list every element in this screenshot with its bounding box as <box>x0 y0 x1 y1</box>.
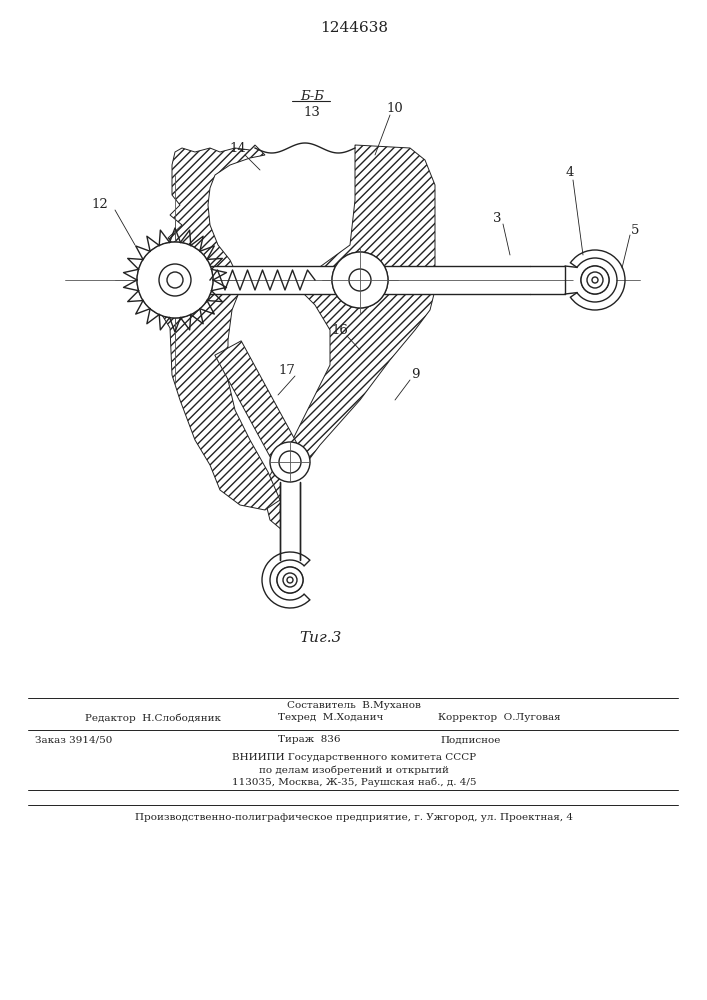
Circle shape <box>167 272 183 288</box>
Text: 9: 9 <box>411 368 419 381</box>
Text: 10: 10 <box>387 102 404 114</box>
Circle shape <box>270 442 310 482</box>
Circle shape <box>592 277 598 283</box>
Circle shape <box>587 272 603 288</box>
Bar <box>280 482 300 560</box>
Circle shape <box>332 252 388 308</box>
Text: 5: 5 <box>631 224 639 236</box>
Circle shape <box>277 567 303 593</box>
Polygon shape <box>162 145 280 510</box>
Circle shape <box>592 277 598 283</box>
Circle shape <box>587 272 603 288</box>
Text: 14: 14 <box>230 141 246 154</box>
Circle shape <box>277 567 303 593</box>
Circle shape <box>287 577 293 583</box>
Text: 3: 3 <box>493 212 501 225</box>
Text: 4: 4 <box>566 165 574 178</box>
Text: Редактор  Н.Слободяник: Редактор Н.Слободяник <box>85 713 221 723</box>
Circle shape <box>283 573 297 587</box>
Text: 1244638: 1244638 <box>320 21 388 35</box>
Text: Производственно-полиграфическое предприятие, г. Ужгород, ул. Проектная, 4: Производственно-полиграфическое предприя… <box>135 814 573 822</box>
Circle shape <box>283 573 297 587</box>
Text: Заказ 3914/50: Заказ 3914/50 <box>35 736 112 744</box>
Circle shape <box>349 269 371 291</box>
Text: Корректор  О.Луговая: Корректор О.Луговая <box>438 714 561 722</box>
Text: Составитель  В.Муханов: Составитель В.Муханов <box>287 702 421 710</box>
Text: 113035, Москва, Ж-35, Раушская наб., д. 4/5: 113035, Москва, Ж-35, Раушская наб., д. … <box>232 777 477 787</box>
Circle shape <box>159 264 191 296</box>
Text: ВНИИПИ Государственного комитета СССР: ВНИИПИ Государственного комитета СССР <box>232 752 476 762</box>
Text: Подписное: Подписное <box>440 736 501 744</box>
Text: 16: 16 <box>332 324 349 336</box>
Circle shape <box>287 577 293 583</box>
Circle shape <box>581 266 609 294</box>
Text: Б-Б: Б-Б <box>300 90 324 103</box>
Circle shape <box>271 560 310 599</box>
Text: 12: 12 <box>92 198 108 212</box>
Text: Τиг.3: Τиг.3 <box>299 631 341 645</box>
Polygon shape <box>332 252 388 308</box>
Circle shape <box>581 266 609 294</box>
Polygon shape <box>265 145 435 545</box>
Text: по делам изобретений и открытий: по делам изобретений и открытий <box>259 765 449 775</box>
Text: 13: 13 <box>303 105 320 118</box>
Text: 17: 17 <box>279 363 296 376</box>
Text: Тираж  836: Тираж 836 <box>278 736 341 744</box>
Circle shape <box>137 242 213 318</box>
Bar <box>175 266 530 294</box>
Polygon shape <box>137 242 213 318</box>
Circle shape <box>279 451 301 473</box>
Circle shape <box>573 258 617 302</box>
Text: Техред  М.Ходанич: Техред М.Ходанич <box>278 714 383 722</box>
Polygon shape <box>215 341 303 469</box>
